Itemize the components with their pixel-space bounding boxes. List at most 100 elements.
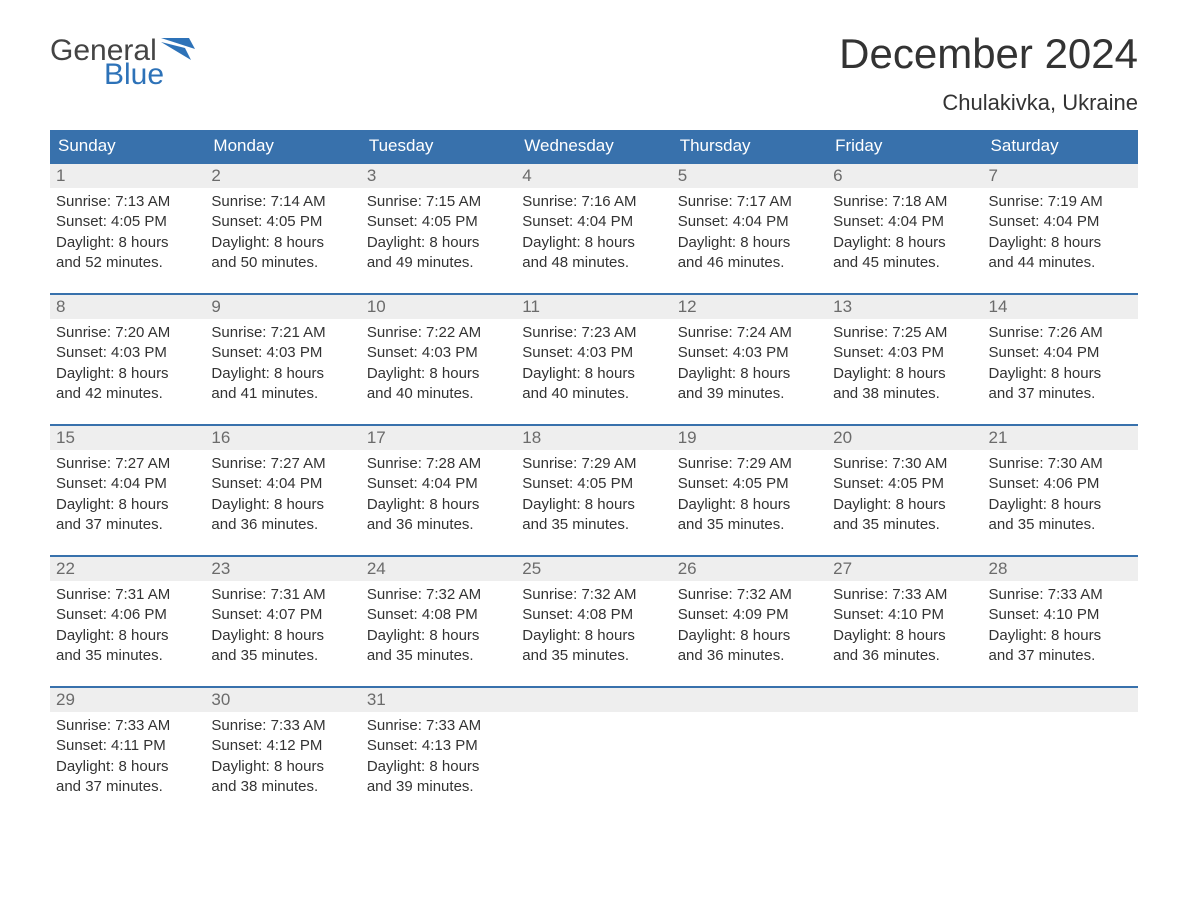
day-sunset: Sunset: 4:13 PM <box>367 736 510 756</box>
day-sunset: Sunset: 4:08 PM <box>367 605 510 625</box>
day-sunset: Sunset: 4:08 PM <box>522 605 665 625</box>
day-details: Sunrise: 7:23 AMSunset: 4:03 PMDaylight:… <box>522 323 665 404</box>
calendar-day-cell: 9Sunrise: 7:21 AMSunset: 4:03 PMDaylight… <box>205 293 360 424</box>
day-day2: and 52 minutes. <box>56 253 199 273</box>
day-number: 22 <box>50 555 205 581</box>
day-day2: and 35 minutes. <box>367 646 510 666</box>
day-sunset: Sunset: 4:05 PM <box>522 474 665 494</box>
day-day2: and 39 minutes. <box>367 777 510 797</box>
calendar-day-cell: 23 Sunrise: 7:31 AMSunset: 4:07 PMDayligh… <box>205 555 360 686</box>
day-details: Sunrise: 7:27 AMSunset: 4:04 PMDaylight:… <box>56 454 199 535</box>
brand-logo: General Blue <box>50 36 195 90</box>
day-number: 2 <box>205 162 360 188</box>
day-sunset: Sunset: 4:09 PM <box>678 605 821 625</box>
day-day2: and 42 minutes. <box>56 384 199 404</box>
day-details: Sunrise: 7:24 AMSunset: 4:03 PMDaylight:… <box>678 323 821 404</box>
calendar-day-cell: 3Sunrise: 7:15 AMSunset: 4:05 PMDaylight… <box>361 162 516 293</box>
day-day1: Daylight: 8 hours <box>367 364 510 384</box>
day-day1: Daylight: 8 hours <box>989 364 1132 384</box>
day-number: 27 <box>827 555 982 581</box>
day-sunset: Sunset: 4:07 PM <box>211 605 354 625</box>
day-number: 11 <box>516 293 671 319</box>
day-sunset: Sunset: 4:04 PM <box>211 474 354 494</box>
calendar-day-cell: 4Sunrise: 7:16 AMSunset: 4:04 PMDaylight… <box>516 162 671 293</box>
day-day2: and 40 minutes. <box>522 384 665 404</box>
day-sunset: Sunset: 4:04 PM <box>678 212 821 232</box>
day-details: Sunrise: 7:33 AMSunset: 4:10 PMDaylight:… <box>833 585 976 666</box>
day-sunset: Sunset: 4:04 PM <box>833 212 976 232</box>
calendar-day-cell: 27 Sunrise: 7:33 AMSunset: 4:10 PMDayligh… <box>827 555 982 686</box>
day-day2: and 35 minutes. <box>211 646 354 666</box>
day-day1: Daylight: 8 hours <box>522 626 665 646</box>
day-day1: Daylight: 8 hours <box>367 757 510 777</box>
day-number: 16 <box>205 424 360 450</box>
day-sunrise: Sunrise: 7:30 AM <box>989 454 1132 474</box>
calendar-day-cell: 17Sunrise: 7:28 AMSunset: 4:04 PMDayligh… <box>361 424 516 555</box>
day-day1: Daylight: 8 hours <box>367 233 510 253</box>
day-details: Sunrise: 7:26 AMSunset: 4:04 PMDaylight:… <box>989 323 1132 404</box>
day-details: Sunrise: 7:33 AMSunset: 4:11 PMDaylight:… <box>56 716 199 797</box>
day-day2: and 35 minutes. <box>678 515 821 535</box>
calendar-day-cell: 21Sunrise: 7:30 AMSunset: 4:06 PMDayligh… <box>983 424 1138 555</box>
day-day1: Daylight: 8 hours <box>989 495 1132 515</box>
day-sunrise: Sunrise: 7:13 AM <box>56 192 199 212</box>
dayhead-thursday: Thursday <box>672 130 827 162</box>
day-number: 31 <box>361 686 516 712</box>
day-number: 17 <box>361 424 516 450</box>
day-sunset: Sunset: 4:03 PM <box>678 343 821 363</box>
day-sunset: Sunset: 4:03 PM <box>833 343 976 363</box>
day-details: Sunrise: 7:20 AMSunset: 4:03 PMDaylight:… <box>56 323 199 404</box>
day-sunrise: Sunrise: 7:33 AM <box>989 585 1132 605</box>
day-day1: Daylight: 8 hours <box>678 495 821 515</box>
day-details: Sunrise: 7:27 AMSunset: 4:04 PMDaylight:… <box>211 454 354 535</box>
day-sunset: Sunset: 4:10 PM <box>833 605 976 625</box>
day-day1: Daylight: 8 hours <box>211 626 354 646</box>
day-sunrise: Sunrise: 7:19 AM <box>989 192 1132 212</box>
day-number: 29 <box>50 686 205 712</box>
calendar-day-cell: 16 Sunrise: 7:27 AMSunset: 4:04 PMDayligh… <box>205 424 360 555</box>
day-day2: and 46 minutes. <box>678 253 821 273</box>
day-details: Sunrise: 7:22 AMSunset: 4:03 PMDaylight:… <box>367 323 510 404</box>
day-sunset: Sunset: 4:06 PM <box>56 605 199 625</box>
day-sunrise: Sunrise: 7:31 AM <box>211 585 354 605</box>
day-details: Sunrise: 7:16 AMSunset: 4:04 PMDaylight:… <box>522 192 665 273</box>
day-number: . <box>983 686 1138 712</box>
day-day1: Daylight: 8 hours <box>56 495 199 515</box>
day-details: Sunrise: 7:15 AMSunset: 4:05 PMDaylight:… <box>367 192 510 273</box>
calendar-day-cell: 19Sunrise: 7:29 AMSunset: 4:05 PMDayligh… <box>672 424 827 555</box>
day-sunrise: Sunrise: 7:27 AM <box>211 454 354 474</box>
calendar-day-cell: 15Sunrise: 7:27 AMSunset: 4:04 PMDayligh… <box>50 424 205 555</box>
day-day2: and 36 minutes. <box>678 646 821 666</box>
day-number: 30 <box>205 686 360 712</box>
day-sunrise: Sunrise: 7:33 AM <box>367 716 510 736</box>
day-sunset: Sunset: 4:04 PM <box>989 212 1132 232</box>
day-day1: Daylight: 8 hours <box>56 233 199 253</box>
day-sunrise: Sunrise: 7:21 AM <box>211 323 354 343</box>
day-number: 23 <box>205 555 360 581</box>
day-details: Sunrise: 7:21 AMSunset: 4:03 PMDaylight:… <box>211 323 354 404</box>
day-sunset: Sunset: 4:10 PM <box>989 605 1132 625</box>
day-number: 14 <box>983 293 1138 319</box>
calendar-day-cell: 11 Sunrise: 7:23 AMSunset: 4:03 PMDayligh… <box>516 293 671 424</box>
day-sunrise: Sunrise: 7:29 AM <box>522 454 665 474</box>
day-sunset: Sunset: 4:04 PM <box>56 474 199 494</box>
day-sunrise: Sunrise: 7:14 AM <box>211 192 354 212</box>
day-details: Sunrise: 7:30 AMSunset: 4:05 PMDaylight:… <box>833 454 976 535</box>
day-details: Sunrise: 7:25 AMSunset: 4:03 PMDaylight:… <box>833 323 976 404</box>
calendar-week-row: 1Sunrise: 7:13 AMSunset: 4:05 PMDaylight… <box>50 162 1138 293</box>
day-sunrise: Sunrise: 7:33 AM <box>56 716 199 736</box>
day-day2: and 36 minutes. <box>211 515 354 535</box>
calendar-day-cell: . <box>672 686 827 817</box>
calendar-day-cell: 13 Sunrise: 7:25 AMSunset: 4:03 PMDayligh… <box>827 293 982 424</box>
day-details: Sunrise: 7:32 AMSunset: 4:08 PMDaylight:… <box>367 585 510 666</box>
day-sunset: Sunset: 4:03 PM <box>211 343 354 363</box>
day-details: Sunrise: 7:32 AMSunset: 4:08 PMDaylight:… <box>522 585 665 666</box>
day-number: 28 <box>983 555 1138 581</box>
day-sunrise: Sunrise: 7:17 AM <box>678 192 821 212</box>
day-number: 6 <box>827 162 982 188</box>
day-number: 13 <box>827 293 982 319</box>
calendar-table: Sunday Monday Tuesday Wednesday Thursday… <box>50 130 1138 817</box>
day-details: Sunrise: 7:18 AMSunset: 4:04 PMDaylight:… <box>833 192 976 273</box>
day-number: 20 <box>827 424 982 450</box>
calendar-week-row: 22 Sunrise: 7:31 AM Sunset: 4:06 PM Dayligh… <box>50 555 1138 686</box>
